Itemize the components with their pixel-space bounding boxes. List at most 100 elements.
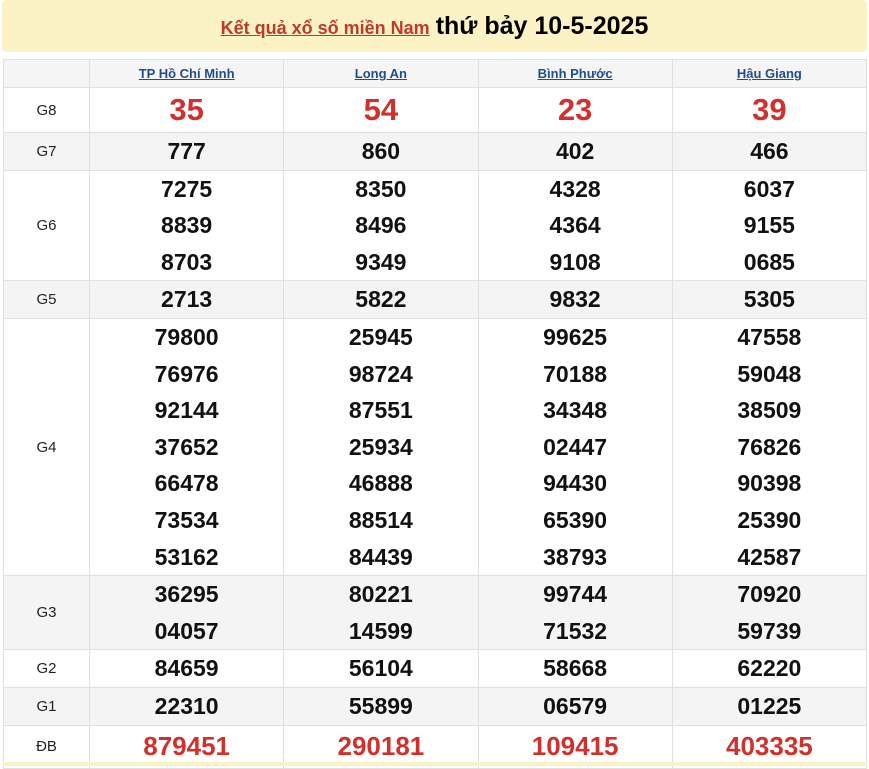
prize-number: 01225 [737,692,802,719]
prize-number: 8496 [355,212,407,239]
lottery-results-table: TP Hồ Chí Minh Long An Bình Phước Hậu Gi… [3,59,868,769]
prize-number: 87551 [348,397,413,424]
prize-number: 777 [167,138,206,164]
prize-number: 65390 [543,506,608,533]
prize-cell: 47558 59048 38509 76826 90398 25390 42587 [671,317,868,577]
prize-number: 22310 [154,692,219,719]
prize-cell: 6037 9155 0685 [671,169,868,282]
prize-cell: 54 [283,87,479,133]
prize-number: 8350 [355,175,407,202]
prize-number: 466 [750,138,789,164]
prize-number: 42587 [737,543,802,570]
prize-cell: 8350 8496 9349 [283,169,479,282]
prize-number: 54 [363,91,399,127]
prize-number: 25390 [737,506,802,533]
prize-number: 2713 [161,286,213,313]
prize-cell: 5305 [671,280,868,319]
prize-number: 35 [169,91,204,127]
province-link[interactable]: Long An [354,66,407,81]
prize-number: 39 [752,91,787,127]
prize-cell: 35 [88,87,285,133]
prize-number: 9155 [743,212,795,239]
prize-cell: 2713 [88,280,285,319]
prize-number: 55899 [348,692,413,719]
prize-number: 6037 [743,175,795,202]
prize-number: 06579 [543,692,608,719]
prize-number: 8839 [161,212,213,239]
prize-row: ĐB 879451 290181 109415 403335 [3,724,868,769]
prize-cell: 5822 [283,280,479,319]
prize-number: 38509 [737,397,802,424]
prize-cell: 39 [671,87,868,133]
prize-cell: 84659 [88,649,285,688]
prize-number: 34348 [543,397,608,424]
prize-cell: 55899 [283,686,479,726]
province-link[interactable]: TP Hồ Chí Minh [138,66,235,81]
prize-number: 7275 [161,175,213,202]
prize-cell: 4328 4364 9108 [477,169,673,282]
prize-number: 02447 [543,433,608,460]
prize-number: 92144 [154,397,219,424]
prize-row: G7 777 860 402 466 [3,132,868,171]
prize-cell: 7275 8839 8703 [88,169,285,282]
prize-label: G2 [3,649,90,688]
prize-number: 402 [555,138,595,164]
prize-row: G4 79800 76976 92144 37652 66478 73534 53162 259… [3,317,868,577]
province-header: Hậu Giang [671,59,868,88]
prize-number: 4364 [549,212,601,239]
prize-number: 5822 [355,286,407,313]
prize-cell: 109415 [477,724,673,769]
prize-number: 46888 [348,470,413,497]
prize-row: G6 7275 8839 8703 8350 8496 9349 4328 4364 9108 60… [3,169,868,282]
province-header: Long An [283,59,479,88]
prize-number: 70920 [737,581,802,608]
prize-label: G3 [3,575,90,651]
prize-number: 879451 [143,731,230,762]
prize-row: G5 2713 5822 9832 5305 [3,280,868,319]
prize-cell: 777 [88,132,285,171]
prize-cell: 879451 [88,724,285,769]
prize-cell: 23 [477,87,673,133]
prize-number: 9832 [549,286,601,313]
prize-number: 76826 [737,433,802,460]
prize-cell: 62220 [671,649,868,688]
prize-number: 37652 [154,433,219,460]
prize-number: 36295 [154,581,219,608]
prize-number: 98724 [348,360,413,387]
prize-label: ĐB [3,724,90,769]
prize-number: 62220 [737,655,802,682]
prize-number: 73534 [154,506,219,533]
prize-label: G5 [3,280,90,319]
prize-number: 860 [361,138,401,164]
province-link[interactable]: Hậu Giang [736,66,802,81]
prize-number: 59048 [737,360,802,387]
prize-number: 109415 [531,731,619,762]
prize-number: 04057 [154,617,219,644]
prize-cell: 56104 [283,649,479,688]
results-link[interactable]: Kết quả xổ số miền Nam [220,18,430,38]
prize-number: 23 [557,91,593,127]
prize-number: 70188 [543,360,608,387]
prize-number: 90398 [737,470,802,497]
prize-number: 47558 [737,323,802,350]
prize-cell: 99744 71532 [477,575,673,651]
prize-cell: 36295 04057 [88,575,285,651]
prize-number: 8703 [161,248,213,275]
prize-cell: 80221 14599 [283,575,479,651]
prize-cell: 9832 [477,280,673,319]
prize-number: 9349 [355,248,407,275]
prize-number: 53162 [154,543,219,570]
prize-cell: 99625 70188 34348 02447 94430 65390 38793 [477,317,673,577]
prize-row: G3 36295 04057 80221 14599 99744 71532 70920 597… [3,575,868,651]
prize-cell: 06579 [477,686,673,726]
province-link[interactable]: Bình Phước [537,66,613,81]
prize-number: 38793 [543,543,608,570]
province-header: Bình Phước [477,59,673,88]
prize-number: 99744 [543,581,608,608]
prize-label: G8 [3,87,90,133]
page-title-date: thứ bảy 10-5-2025 [435,12,649,40]
prize-cell: 860 [283,132,479,171]
corner-cell [3,59,90,88]
prize-cell: 01225 [671,686,868,726]
prize-number: 25945 [348,323,413,350]
